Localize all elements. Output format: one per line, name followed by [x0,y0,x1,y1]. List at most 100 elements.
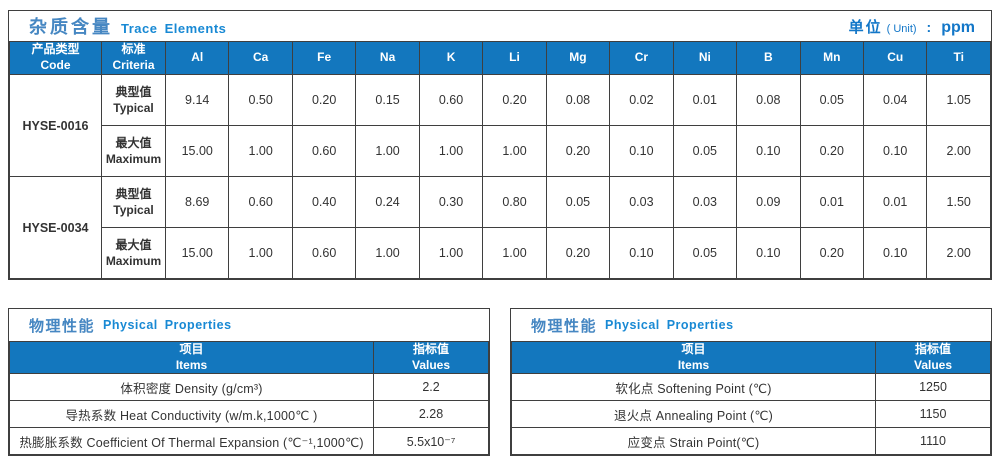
trace-value-cell: 0.05 [672,227,738,279]
physical-left-header: 物理性能 Physical Properties [9,309,489,341]
trace-value-cell: 0.80 [482,176,547,228]
criteria-column-header-zh: 标准 [121,42,146,57]
unit-label-en: ( Unit) [886,22,917,35]
product-code-cell: HYSE-0016 [9,74,102,177]
criteria-label-zh: 典型值 [115,186,152,201]
property-item: 热膨胀系数 Coefficient Of Thermal Expansion (… [8,427,375,456]
criteria-cell: 典型值 Typical [101,176,166,228]
trace-value-cell: 1.00 [228,227,293,279]
criteria-label-zh: 最大值 [115,135,152,150]
code-column-header-en: Code [40,58,71,72]
element-column-header: Cr [609,41,674,75]
trace-header-row: 产品类型 Code 标准 Criteria Al Ca Fe Na K Li Mg Cr Ni B… [9,41,991,75]
trace-value-cell: 0.40 [291,176,357,228]
items-column-header-en: Items [677,357,710,372]
code-column-header-zh: 产品类型 [31,42,80,57]
trace-value-cell: 0.20 [799,227,864,279]
criteria-label-en: Maximum [105,254,162,268]
property-value: 1110 [875,427,991,456]
property-item: 退火点 Annealing Point (℃) [510,400,877,429]
trace-value-cell: 0.20 [545,125,611,177]
element-column-header: Ca [228,41,293,75]
property-value: 2.28 [373,400,489,429]
values-column-header: 指标值 Values [373,340,489,375]
trace-value-cell: 0.30 [418,176,484,228]
trace-value-cell: 1.05 [926,74,991,126]
physical-left-title-zh: 物理性能 [29,317,96,335]
property-row: 应变点 Strain Point(℃) 1110 [510,427,991,456]
property-value: 5.5x10⁻⁷ [373,427,489,456]
trace-value-cell: 0.10 [862,227,928,279]
items-column-header-zh: 项目 [681,342,706,356]
trace-value-cell: 0.08 [736,74,801,126]
unit-label-zh: 单位 [848,18,883,36]
trace-value-cell: 0.20 [799,125,864,177]
criteria-label-en: Typical [113,203,154,217]
property-value: 1250 [875,373,991,402]
physical-left-title-en: Physical Properties [103,318,232,332]
trace-value-cell: 15.00 [164,227,230,279]
values-column-header: 指标值 Values [875,340,991,375]
items-column-header: 项目 Items [510,340,877,375]
criteria-cell: 典型值 Typical [101,74,166,126]
trace-value-cell: 0.10 [736,125,801,177]
unit-value: ppm [941,18,975,36]
trace-value-cell: 0.60 [418,74,484,126]
trace-value-cell: 8.69 [164,176,230,228]
physical-left-header-row: 项目 Items 指标值 Values [8,340,489,375]
items-column-header-zh: 项目 [179,342,204,356]
trace-table-body: HYSE-0016 典型值 Typical 9.14 0.50 0.20 0.15 0.60 0… [9,74,991,279]
physical-right-body: 软化点 Softening Point (℃) 1250 退火点 Annealing… [510,373,991,456]
physical-left-table: 项目 Items 指标值 Values 体积密度 Density (g/cm³)… [8,340,489,456]
code-column-header: 产品类型 Code [9,41,102,75]
physical-properties-section-left: 物理性能 Physical Properties 项目 Items 指标值 Va… [8,308,490,457]
trace-value-cell: 0.03 [609,176,674,228]
trace-value-cell: 1.00 [355,125,420,177]
trace-value-cell: 0.15 [355,74,420,126]
trace-value-cell: 1.00 [482,227,547,279]
trace-row-typical: HYSE-0034 典型值 Typical 8.69 0.60 0.40 0.24 0.30 0… [9,176,991,279]
trace-title-en: Trace Elements [121,21,227,36]
property-row: 软化点 Softening Point (℃) 1250 [510,373,991,402]
trace-value-cell: 1.00 [355,227,420,279]
element-column-header: Ti [926,41,991,75]
trace-value-cell: 0.24 [355,176,420,228]
trace-elements-section: 杂质含量 Trace Elements 单位 ( Unit) : ppm 产品类… [8,10,992,280]
element-column-header: Cu [862,41,928,75]
trace-value-cell: 2.00 [926,227,991,279]
trace-value-cell: 2.00 [926,125,991,177]
trace-value-cell: 0.10 [736,227,801,279]
property-item: 导热系数 Heat Conductivity (w/m.k,1000℃ ) [8,400,375,429]
values-column-header-zh: 指标值 [413,342,450,356]
trace-value-cell: 0.04 [862,74,928,126]
trace-value-cell: 1.00 [418,125,484,177]
element-column-header: Mg [545,41,611,75]
criteria-label-zh: 典型值 [115,84,152,99]
trace-value-cell: 0.10 [862,125,928,177]
trace-value-cell: 1.00 [228,125,293,177]
values-column-header-en: Values [914,357,953,372]
element-column-header: Fe [291,41,357,75]
element-column-header: Al [164,41,230,75]
trace-row-maximum: 最大值 Maximum 15.00 1.00 0.60 1.00 1.00 1.00 0.20 0… [10,227,991,279]
physical-right-header: 物理性能 Physical Properties [511,309,991,341]
trace-value-cell: 0.10 [609,227,674,279]
physical-right-table: 项目 Items 指标值 Values 软化点 Softening Point … [510,340,991,456]
criteria-label-en: Typical [113,101,154,115]
physical-right-title-en: Physical Properties [605,318,734,332]
element-column-header: Mn [799,41,864,75]
trace-value-cell: 0.03 [672,176,738,228]
product-code-cell: HYSE-0034 [9,176,102,279]
property-row: 体积密度 Density (g/cm³) 2.2 [8,373,489,402]
criteria-cell: 最大值 Maximum [101,227,166,279]
property-item: 体积密度 Density (g/cm³) [8,373,375,402]
element-column-header: B [736,41,801,75]
trace-value-cell: 0.02 [609,74,674,126]
trace-value-cell: 0.01 [799,176,864,228]
values-column-header-en: Values [412,357,451,372]
trace-value-cell: 9.14 [164,74,230,126]
trace-value-cell: 0.01 [862,176,928,228]
property-item: 应变点 Strain Point(℃) [510,427,877,456]
trace-elements-header: 杂质含量 Trace Elements 单位 ( Unit) : ppm [9,11,991,41]
trace-elements-table: 产品类型 Code 标准 Criteria Al Ca Fe Na K Li Mg Cr Ni B… [9,41,991,279]
